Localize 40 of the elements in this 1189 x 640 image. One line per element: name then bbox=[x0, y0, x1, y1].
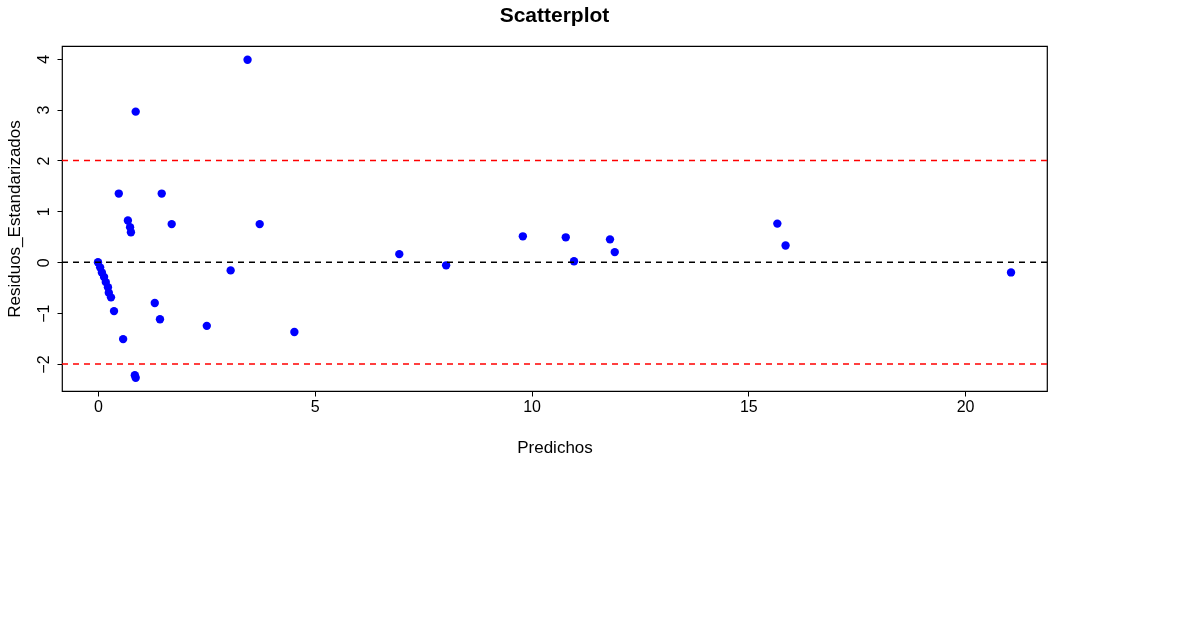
chart-title: Scatterplot bbox=[499, 3, 610, 26]
x-tick-label: 5 bbox=[310, 397, 320, 415]
x-tick-label: 0 bbox=[94, 397, 104, 415]
point bbox=[561, 233, 570, 242]
point bbox=[773, 219, 782, 228]
point bbox=[157, 189, 166, 198]
point bbox=[781, 241, 790, 250]
point bbox=[106, 293, 116, 302]
point bbox=[518, 232, 528, 241]
point bbox=[395, 249, 404, 259]
point bbox=[441, 261, 451, 270]
x-tick-label: 20 bbox=[956, 397, 975, 415]
point bbox=[123, 216, 133, 225]
point bbox=[155, 315, 165, 324]
point bbox=[150, 298, 159, 308]
point bbox=[243, 55, 252, 64]
point bbox=[131, 107, 140, 116]
y-tick-label: −2 bbox=[34, 355, 52, 374]
y-tick-label: 2 bbox=[34, 156, 52, 166]
point bbox=[167, 219, 176, 229]
y-tick-label: 3 bbox=[34, 105, 52, 115]
point bbox=[126, 228, 136, 237]
point bbox=[605, 235, 615, 244]
x-tick-label: 10 bbox=[523, 397, 542, 415]
point bbox=[1006, 268, 1016, 277]
x-tick-label: 15 bbox=[739, 397, 758, 415]
point bbox=[290, 327, 299, 337]
point bbox=[226, 266, 235, 275]
x-axis-title: Predichos bbox=[517, 437, 593, 457]
y-axis-title: Residuos_Estandarizados bbox=[4, 120, 24, 318]
y-tick-label: 0 bbox=[34, 258, 52, 268]
point bbox=[255, 219, 264, 229]
point bbox=[610, 247, 619, 257]
point bbox=[118, 334, 128, 344]
y-tick-label: 4 bbox=[34, 54, 52, 64]
point bbox=[114, 189, 123, 198]
y-tick-label: −1 bbox=[34, 304, 52, 323]
point bbox=[109, 306, 119, 316]
point bbox=[202, 321, 211, 331]
y-tick-label: 1 bbox=[34, 207, 52, 217]
